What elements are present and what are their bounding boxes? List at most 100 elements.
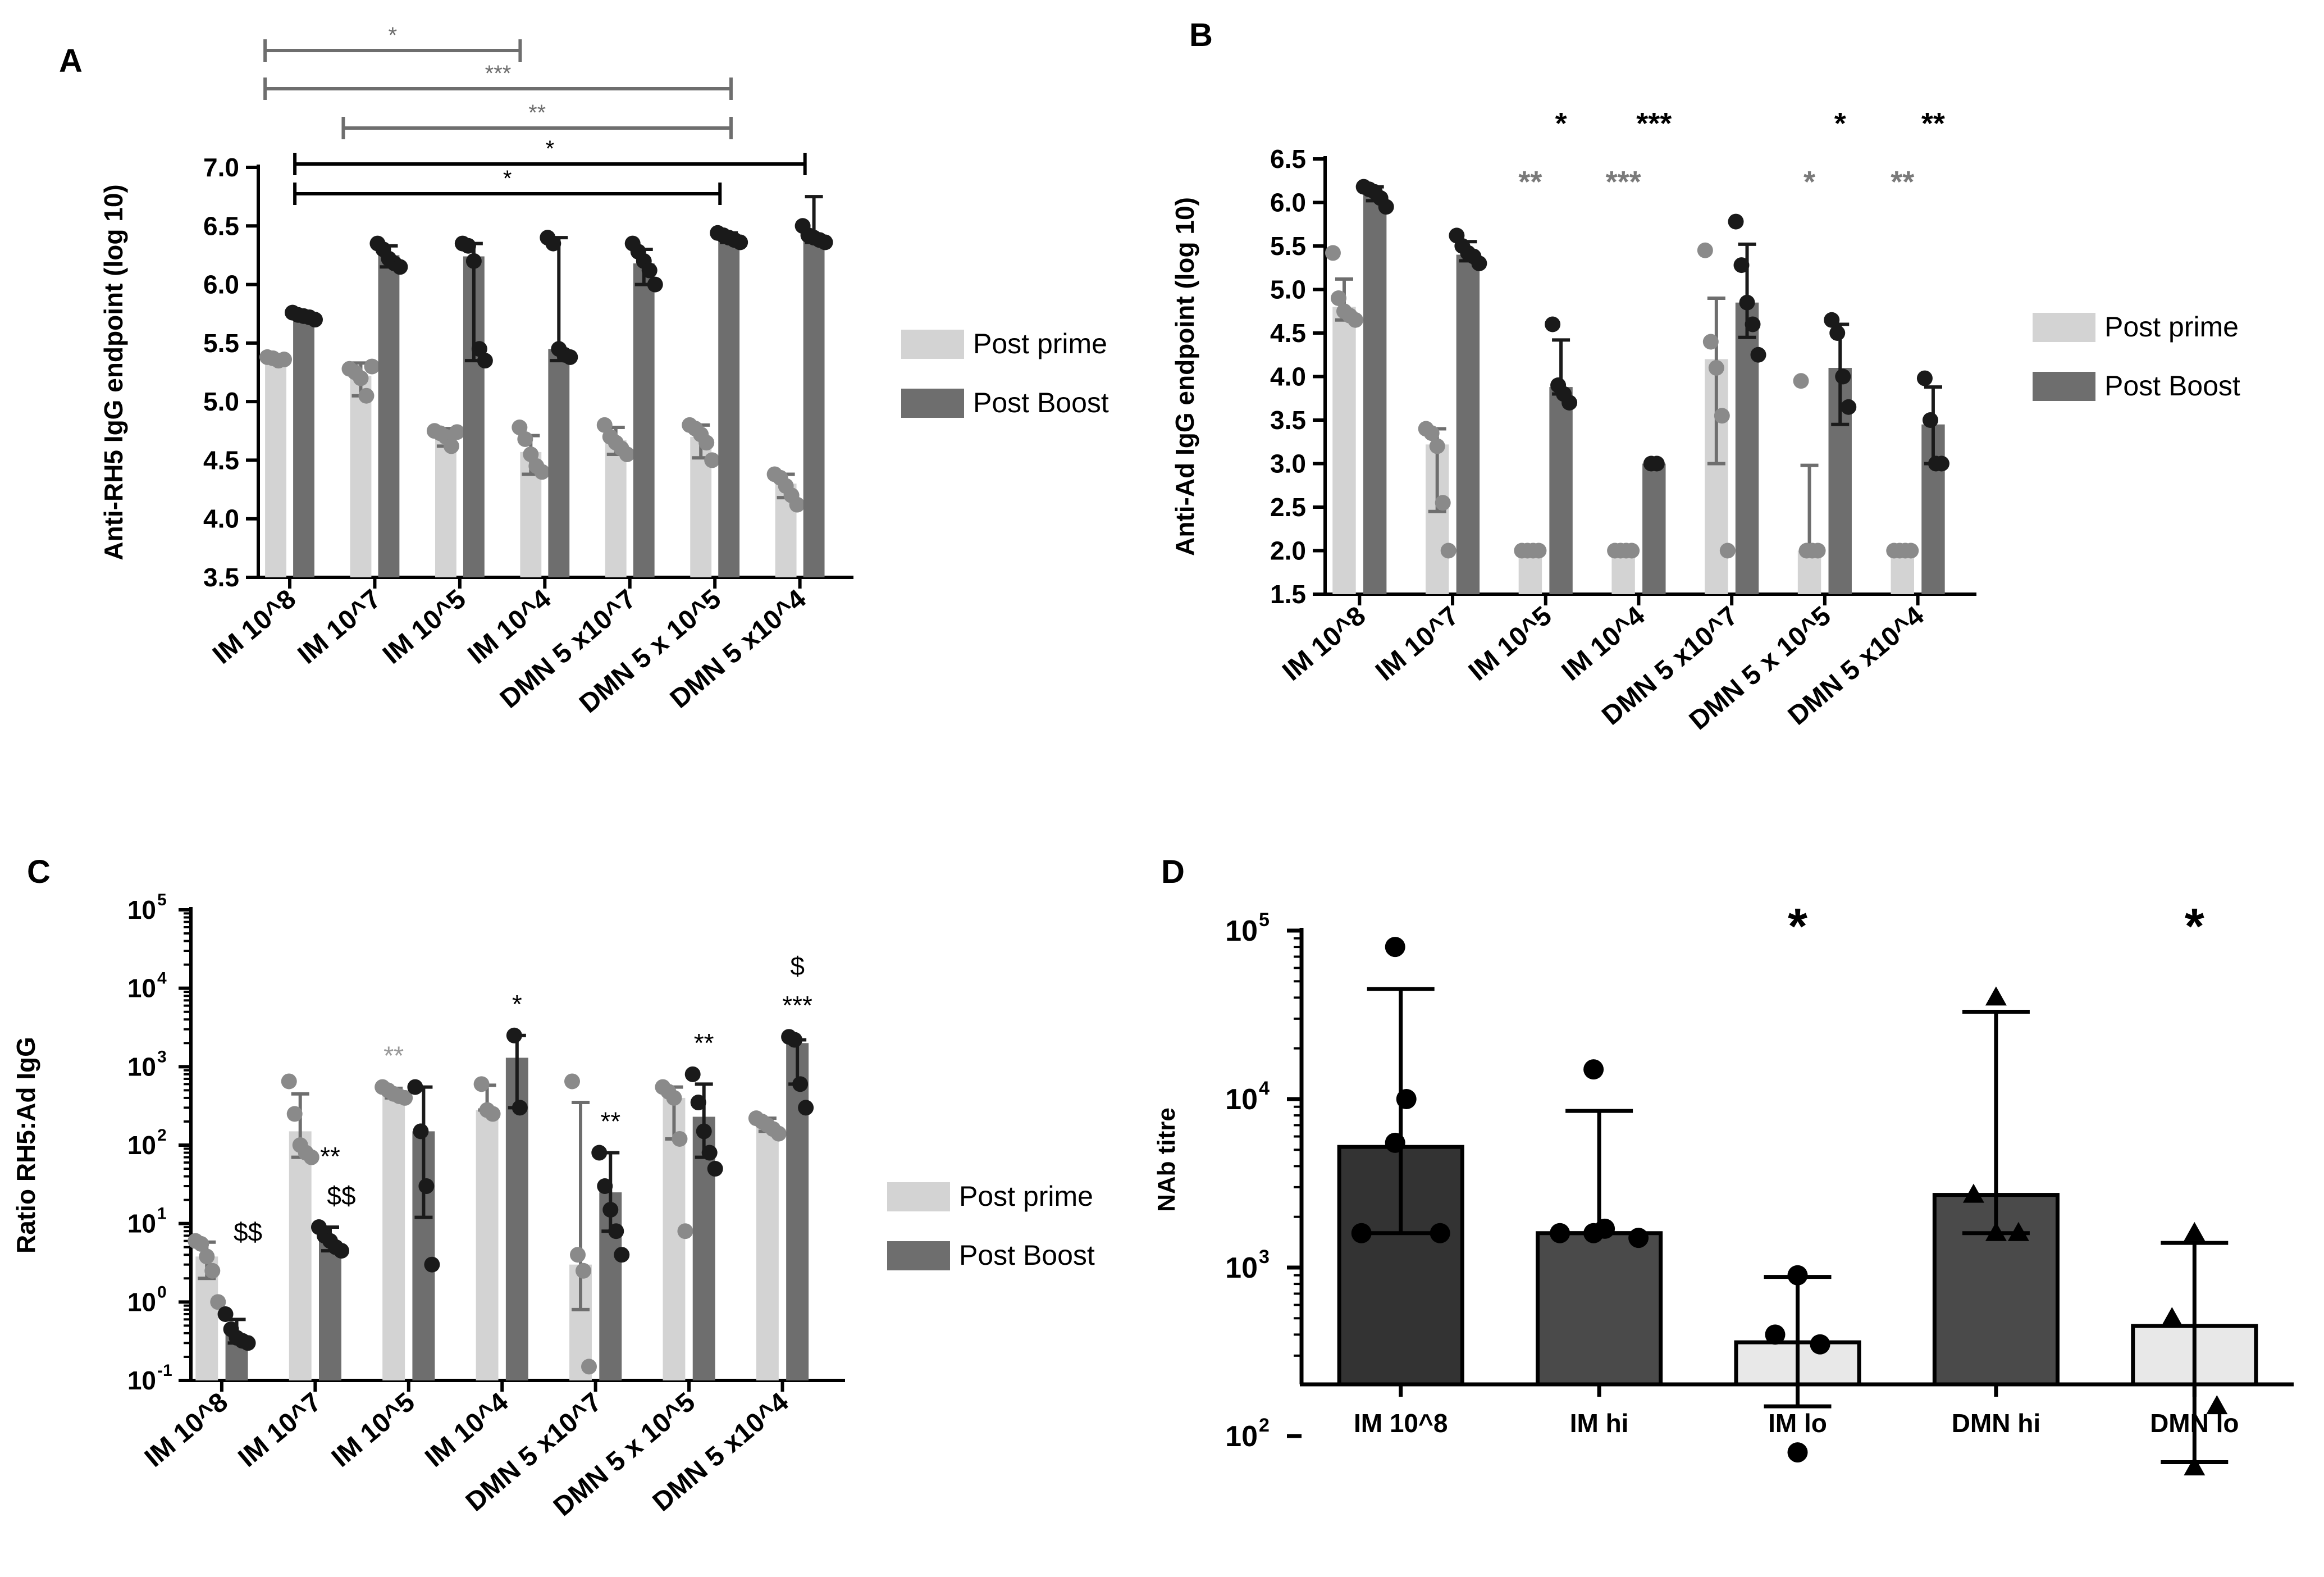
- data-point-triangle: [2206, 1395, 2228, 1415]
- x-tick-label: IM 10^4: [1556, 601, 1651, 687]
- bar-post-boost: [1549, 387, 1573, 594]
- significance-label: $: [790, 951, 805, 981]
- significance-label: *: [1834, 107, 1846, 140]
- data-point: [684, 1066, 701, 1082]
- data-point: [1385, 1132, 1405, 1153]
- y-tick-label: 3.0: [1270, 449, 1306, 478]
- bar-post-boost: [1642, 463, 1666, 594]
- significance-label: *: [388, 23, 397, 48]
- data-point: [817, 234, 833, 250]
- legend-label: Post prime: [959, 1181, 1093, 1212]
- x-tick-label: IM 10^5: [326, 1387, 421, 1473]
- data-point: [473, 1076, 490, 1092]
- x-tick-label: IM 10^7: [1370, 601, 1464, 687]
- bar-post-prime: [476, 1110, 499, 1380]
- significance-label: *: [1788, 899, 1807, 955]
- data-point: [1829, 325, 1846, 341]
- panel-label-c: C: [27, 854, 51, 890]
- bar-post-prime: [605, 440, 627, 577]
- data-point: [1378, 199, 1394, 215]
- bar-post-boost: [378, 255, 400, 577]
- legend-label: Post Boost: [2104, 370, 2240, 402]
- x-tick-label: IM 10^8: [139, 1387, 234, 1473]
- y-tick-label: 10: [127, 1366, 156, 1395]
- significance-label: *: [2185, 899, 2204, 955]
- y-tick-label: 3.5: [1270, 405, 1306, 435]
- data-point: [564, 1073, 581, 1090]
- bar-post-boost: [786, 1043, 809, 1380]
- data-point-triangle: [2184, 1222, 2206, 1241]
- data-point: [1903, 543, 1919, 559]
- bar-post-prime: [350, 376, 372, 577]
- data-point: [204, 1262, 221, 1279]
- y-tick-label: 10: [127, 1287, 156, 1316]
- data-point: [1429, 438, 1445, 454]
- y-tick-label: 4.0: [1270, 362, 1306, 391]
- data-point: [1719, 543, 1736, 559]
- bar-post-prime: [382, 1093, 405, 1380]
- data-point: [576, 1262, 592, 1279]
- data-point: [534, 464, 550, 480]
- data-point: [307, 312, 323, 328]
- data-point: [696, 1123, 712, 1140]
- data-point: [701, 1145, 718, 1161]
- significance-label: **: [1921, 107, 1945, 140]
- data-point: [465, 253, 482, 269]
- significance-label: ***: [485, 61, 512, 86]
- x-tick-label: IM lo: [1768, 1409, 1827, 1438]
- y-tick-exponent: 1: [157, 1205, 167, 1223]
- data-point: [647, 276, 663, 293]
- x-tick-label: IM hi: [1570, 1409, 1629, 1438]
- data-point: [512, 420, 528, 436]
- y-axis-label: NAb titre: [1153, 1107, 1180, 1212]
- data-point: [1550, 1223, 1570, 1243]
- data-point: [517, 431, 533, 447]
- x-tick-label: IM 10^5: [377, 584, 472, 670]
- y-tick-exponent: 4: [157, 969, 167, 988]
- bar-post-boost: [1363, 194, 1387, 594]
- bar-post-boost: [293, 316, 314, 577]
- data-point: [449, 424, 465, 440]
- data-point: [641, 262, 658, 279]
- data-point: [698, 435, 715, 451]
- y-tick-label: 4.5: [203, 445, 239, 475]
- significance-label: $$: [234, 1218, 262, 1247]
- x-tick-label: IM 10^5: [1463, 601, 1558, 687]
- legend-label: Post Boost: [959, 1239, 1095, 1271]
- significance-label: **: [383, 1041, 404, 1070]
- data-point: [591, 1145, 608, 1161]
- data-point-triangle: [1985, 986, 2007, 1006]
- y-tick-exponent: 0: [157, 1283, 167, 1301]
- data-point: [1583, 1223, 1604, 1243]
- y-tick-label: 5.5: [1270, 231, 1306, 261]
- y-tick-label: 10: [127, 1052, 156, 1081]
- data-point: [477, 353, 493, 369]
- significance-label: *: [546, 136, 555, 161]
- data-point: [485, 1106, 501, 1122]
- data-point: [1531, 543, 1547, 559]
- y-tick-label: 10: [127, 1131, 156, 1160]
- y-tick-label: 10: [1225, 1252, 1258, 1284]
- y-tick-exponent: -1: [157, 1361, 172, 1380]
- y-tick-exponent: 5: [157, 891, 167, 909]
- y-tick-label: 4.0: [203, 504, 239, 534]
- data-point: [240, 1335, 256, 1351]
- data-point: [303, 1149, 319, 1165]
- data-point: [1471, 256, 1487, 271]
- x-tick-label: IM 10^8: [207, 584, 302, 670]
- data-point: [581, 1359, 597, 1375]
- y-tick-exponent: 3: [1259, 1246, 1270, 1268]
- bar-post-boost: [633, 263, 655, 577]
- y-tick-label: 10: [127, 974, 156, 1003]
- significance-label: **: [528, 101, 546, 125]
- data-point: [512, 1100, 528, 1116]
- x-tick-label: IM 10^4: [419, 1387, 514, 1473]
- data-point: [1624, 543, 1640, 559]
- data-point: [1810, 1334, 1830, 1355]
- panel-label-b: B: [1189, 17, 1213, 53]
- y-tick-label: 10: [1225, 915, 1258, 947]
- data-point: [460, 238, 476, 254]
- y-axis-label: Anti-Ad IgG endpoint (log 10): [1170, 197, 1199, 556]
- significance-label: **: [694, 1028, 714, 1058]
